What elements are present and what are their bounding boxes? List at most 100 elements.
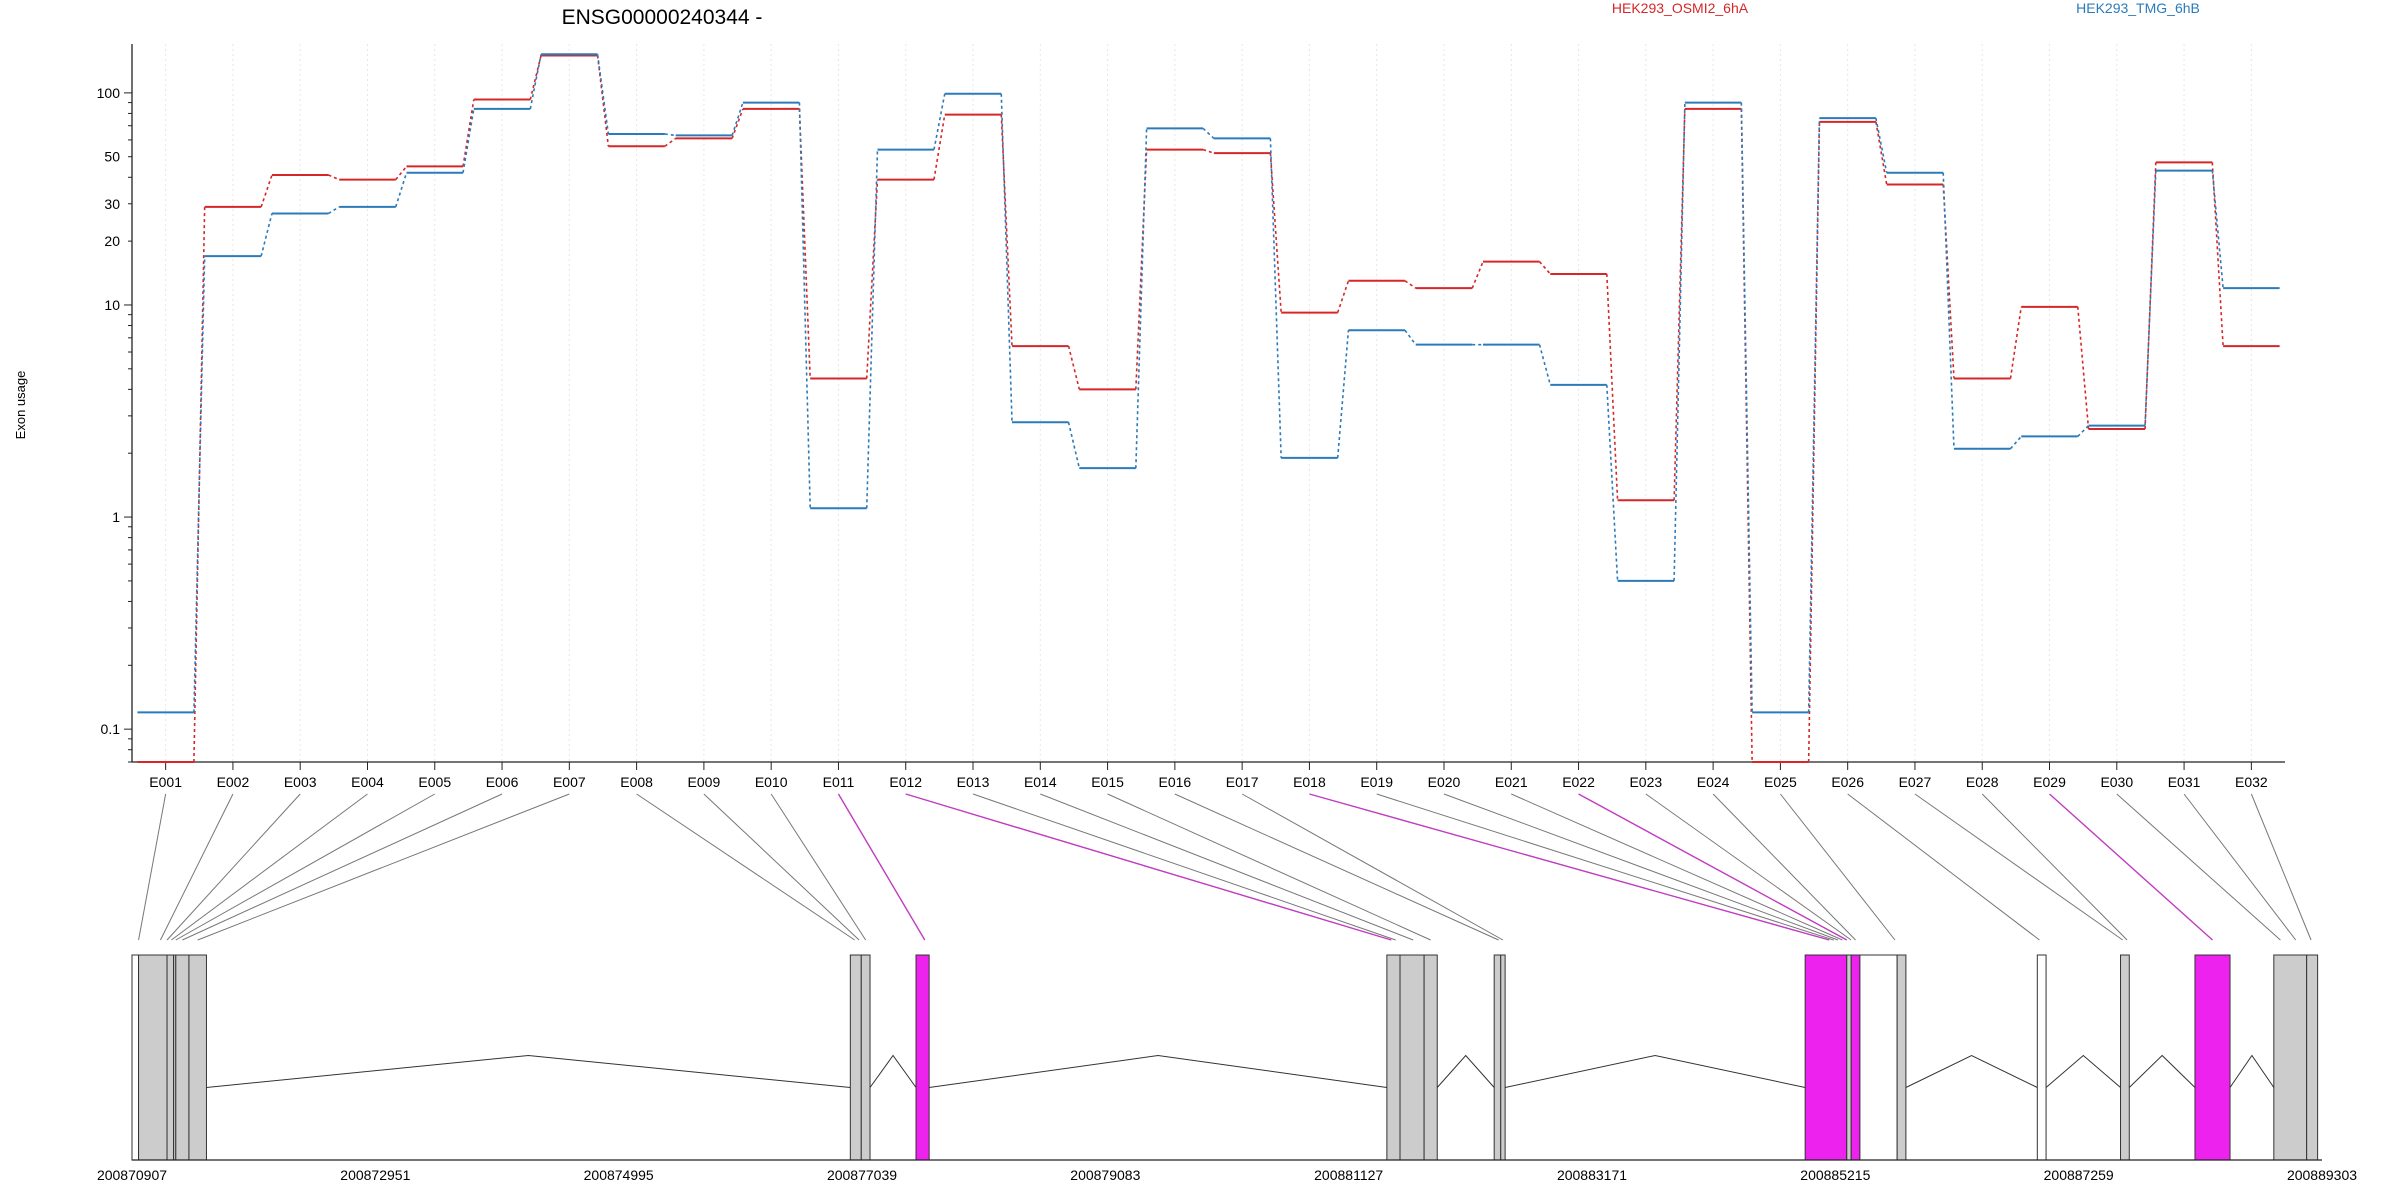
series-tmg-connector [731, 102, 744, 136]
genomic-tick-label: 200874995 [584, 1167, 654, 1183]
intron-line [1505, 1054, 1806, 1088]
x-tick-label-e021: E021 [1495, 774, 1528, 790]
genomic-axis: 200870907 200872951 200874995 200877039 2008… [97, 1159, 2357, 1183]
y-tick-label: 10 [104, 297, 120, 313]
series-tmg-connector [193, 256, 206, 713]
series-tmg-connector [1000, 93, 1013, 423]
intron-line [929, 1054, 1387, 1088]
exon-link-e027 [1914, 793, 2123, 941]
x-tick-label-e027: E027 [1899, 774, 1932, 790]
exon-link-e026 [1847, 793, 2040, 941]
exon-box [1896, 954, 1907, 1161]
exon-link-e025 [1779, 793, 1896, 941]
exon-box [915, 954, 930, 1161]
genomic-tick-label: 200887259 [2044, 1167, 2114, 1183]
exon-box [2194, 954, 2231, 1161]
genomic-tick-label: 200885215 [1800, 1167, 1870, 1183]
series-osmi2-connector [1606, 273, 1619, 501]
exon-link-e013 [972, 793, 1396, 941]
series-tmg-connector [2077, 425, 2090, 437]
gene-model [131, 954, 2319, 1161]
y-axis-label: Exon usage [13, 371, 28, 440]
intron-line [206, 1054, 851, 1088]
exon-box [2273, 954, 2308, 1161]
y-axis: 0.1 1 10 20 30 50 100 [97, 44, 133, 763]
x-tick-label-e018: E018 [1293, 774, 1326, 790]
exon-link-e032 [2250, 793, 2312, 941]
series-tmg-connector [1673, 102, 1686, 581]
series-tmg-connector [462, 108, 475, 173]
x-tick-label-e004: E004 [351, 774, 384, 790]
series-tmg-connector [933, 93, 946, 150]
series-osmi2-connector [2211, 162, 2224, 347]
exon-link-e011 [837, 793, 926, 941]
series-tmg-connector [1336, 330, 1350, 459]
exon-link-e001 [138, 793, 167, 941]
exon-link-e019 [1376, 793, 1834, 941]
exon-link-e003 [166, 793, 301, 941]
exon-link-e007 [197, 793, 570, 941]
exon-box [138, 954, 168, 1161]
x-tick-label-e012: E012 [889, 774, 922, 790]
exon-link-e010 [770, 793, 867, 941]
exon-link-e009 [703, 793, 860, 941]
x-tick-label-e014: E014 [1024, 774, 1057, 790]
series-osmi2-connector [260, 174, 273, 208]
x-tick-label-e032: E032 [2235, 774, 2268, 790]
series-osmi2-connector [1471, 261, 1484, 289]
series-tmg-connector [1135, 128, 1148, 469]
x-tick-label-e025: E025 [1764, 774, 1797, 790]
x-tick-label-e022: E022 [1562, 774, 1595, 790]
series-tmg-connector [1269, 138, 1282, 458]
x-tick-label-e024: E024 [1697, 774, 1730, 790]
genomic-tick-label: 200881127 [1314, 1167, 1383, 1183]
series-tmg-connector [596, 54, 610, 135]
series-osmi2-connector [731, 108, 744, 139]
exon-link-e023 [1645, 793, 1852, 941]
x-tick-label-e029: E029 [2033, 774, 2066, 790]
series-osmi2-connector [1067, 345, 1081, 390]
series-tmg-connector [260, 213, 273, 257]
y-tick-label: 50 [104, 149, 120, 165]
x-tick-label-e011: E011 [823, 774, 855, 790]
series-tmg-connector [1404, 329, 1417, 346]
series-osmi2-connector [1538, 261, 1551, 275]
exon-link-e030 [2116, 793, 2281, 941]
exon-box [1859, 954, 1898, 1161]
series-tmg-connector [1538, 344, 1552, 386]
exon-box [2120, 954, 2130, 1161]
exon-link-e002 [160, 793, 234, 941]
series-tmg-connector [1067, 422, 1081, 469]
intron-line [2045, 1054, 2121, 1088]
series-tmg-connector [2211, 170, 2224, 289]
series-tmg-connector [664, 133, 676, 137]
exon-link-e021 [1511, 793, 1843, 941]
y-tick-label: 0.1 [101, 721, 121, 737]
exon-box [849, 954, 862, 1161]
exon-box [166, 954, 175, 1161]
series-osmi2-connector [664, 137, 677, 147]
exon-box [175, 954, 190, 1161]
series-osmi2-connector [865, 179, 879, 379]
series-osmi2-connector [328, 174, 340, 181]
x-tick-label-e003: E003 [284, 774, 317, 790]
exon-link-e016 [1174, 793, 1499, 941]
series-tmg-connector [798, 102, 811, 509]
intron-line [869, 1054, 917, 1088]
x-axis: E001 E002 E003 E004 E005 E006 E007 E008 E009 E010… [132, 761, 2285, 790]
genomic-tick-label: 200877039 [827, 1167, 897, 1183]
series-osmi2-connector [933, 114, 946, 180]
series-tmg-connector [1942, 172, 1955, 449]
legend-label-tmg: HEK293_TMG_6hB [2076, 0, 2200, 16]
exon-link-e031 [2183, 793, 2297, 941]
exon-box [2306, 954, 2319, 1161]
x-tick-label-e007: E007 [553, 774, 586, 790]
series-osmi2-connector [798, 108, 811, 379]
intron-line [2128, 1054, 2196, 1088]
series-osmi2-connector [395, 165, 408, 181]
x-tick-label-e017: E017 [1226, 774, 1259, 790]
exon-link-e028 [1981, 793, 2128, 941]
series-osmi2-connector [1269, 153, 1282, 313]
intron-line [1436, 1054, 1495, 1088]
